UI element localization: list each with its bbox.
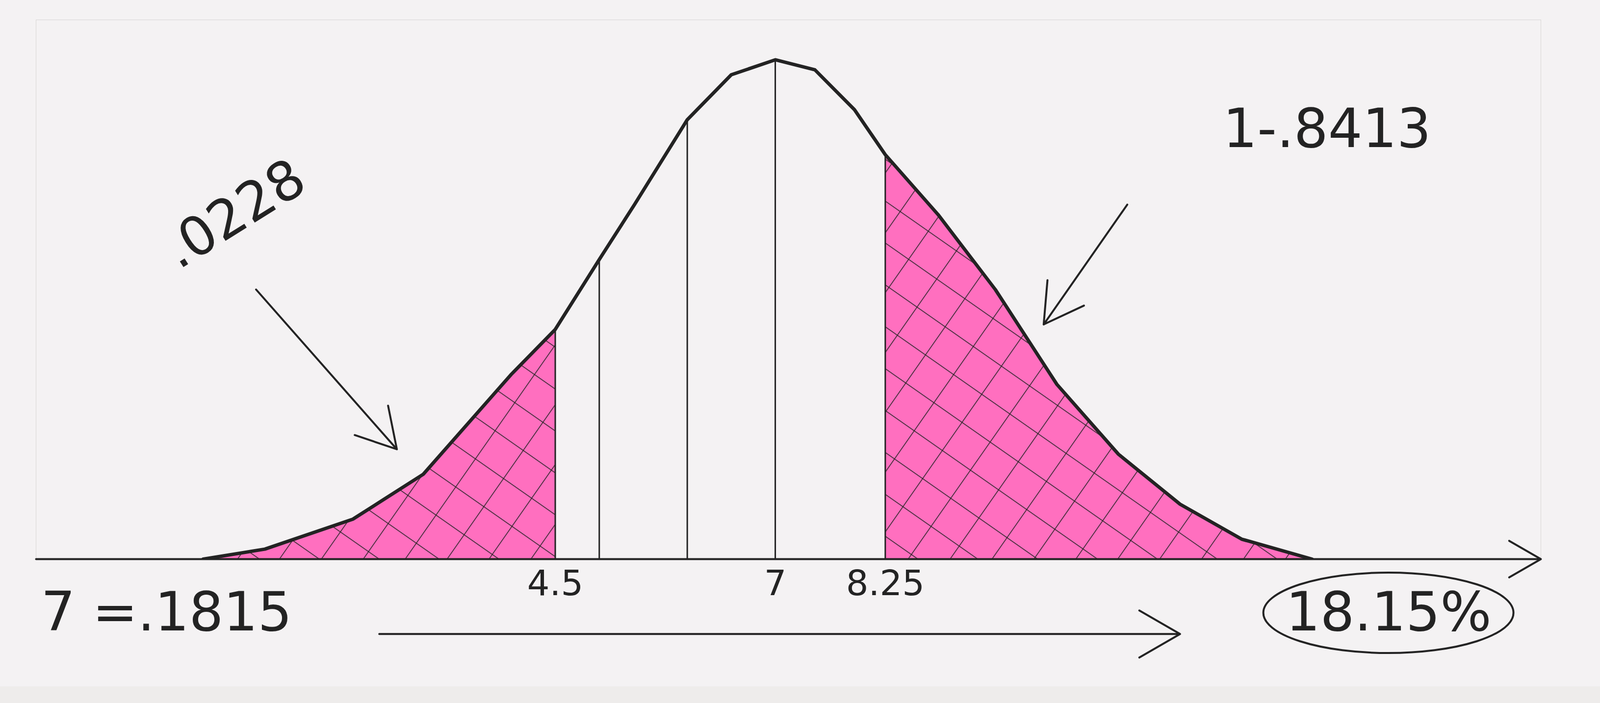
svg-text:7 =.1815: 7 =.1815 — [41, 580, 293, 644]
svg-text:7: 7 — [764, 562, 787, 604]
svg-text:4.5: 4.5 — [527, 562, 584, 604]
svg-text:.0228: .0228 — [152, 146, 317, 282]
svg-text:1-.8413: 1-.8413 — [1222, 97, 1432, 160]
svg-text:8.25: 8.25 — [846, 562, 925, 604]
svg-text:18.15%: 18.15% — [1285, 580, 1492, 644]
